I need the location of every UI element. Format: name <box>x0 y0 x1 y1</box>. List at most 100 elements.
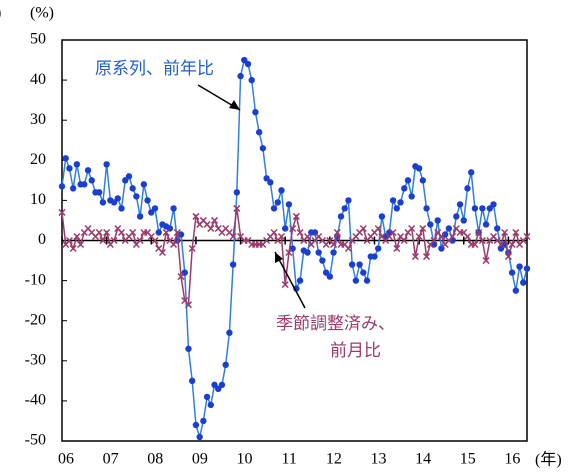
marker <box>148 209 155 216</box>
marker <box>494 225 501 232</box>
marker <box>69 244 77 253</box>
marker <box>189 377 196 385</box>
marker <box>103 228 111 237</box>
marker <box>229 261 237 268</box>
marker <box>322 269 330 276</box>
marker <box>173 228 181 237</box>
marker <box>520 279 527 286</box>
marker <box>129 185 136 192</box>
y-tick-label: 20 <box>30 151 46 168</box>
y-tick-label: 40 <box>30 71 46 88</box>
y-tick-label: -20 <box>25 311 46 328</box>
marker <box>296 228 304 237</box>
marker <box>423 205 430 212</box>
marker <box>200 417 207 425</box>
marker <box>133 193 140 200</box>
marker <box>285 201 293 208</box>
marker <box>359 224 367 233</box>
marker <box>360 269 367 276</box>
marker <box>96 189 103 196</box>
marker <box>88 177 95 184</box>
marker <box>411 253 419 261</box>
x-tick-label: 16 <box>504 451 520 468</box>
marker <box>103 161 110 168</box>
x-tick-label: 15 <box>460 451 476 468</box>
marker <box>58 183 66 190</box>
marker <box>244 60 252 68</box>
marker <box>277 232 286 241</box>
marker <box>356 261 363 268</box>
marker <box>490 201 497 208</box>
marker <box>69 185 77 192</box>
marker <box>419 177 427 184</box>
marker <box>456 201 464 208</box>
marker <box>285 248 293 257</box>
marker <box>274 199 281 206</box>
marker <box>501 228 509 237</box>
marker <box>84 167 92 174</box>
y-tick-label: -30 <box>25 351 46 368</box>
marker <box>333 228 341 237</box>
y-tick-label: 10 <box>30 191 46 208</box>
marker <box>401 185 408 192</box>
marker <box>252 108 259 116</box>
marker <box>99 236 107 245</box>
marker <box>423 253 431 261</box>
marker <box>177 273 185 281</box>
marker <box>471 240 479 249</box>
marker <box>482 221 490 228</box>
y-tick-label: 50 <box>30 31 46 48</box>
marker <box>62 155 69 162</box>
marker <box>144 197 151 204</box>
y-tick-label: 30 <box>30 111 46 128</box>
marker <box>330 249 337 256</box>
marker <box>241 56 248 64</box>
marker <box>319 257 326 264</box>
marker <box>114 195 122 202</box>
marker <box>218 381 226 389</box>
marker <box>196 433 203 441</box>
marker <box>289 224 297 233</box>
marker <box>151 236 159 245</box>
marker <box>136 213 144 220</box>
marker <box>177 231 185 238</box>
marker <box>460 217 467 224</box>
marker <box>408 193 415 200</box>
x-label: (年) <box>535 451 562 469</box>
marker <box>170 205 177 212</box>
marker <box>233 204 241 212</box>
marker <box>464 185 471 192</box>
marker <box>188 244 196 253</box>
marker <box>162 228 170 237</box>
x-tick-label: 06 <box>58 451 74 468</box>
marker <box>140 181 148 188</box>
marker <box>151 205 159 212</box>
marker <box>504 253 512 261</box>
y-tick-label: -40 <box>25 392 46 409</box>
marker <box>430 236 438 245</box>
x-tick-label: 14 <box>415 451 431 468</box>
marker <box>337 213 345 220</box>
marker <box>77 240 85 249</box>
marker <box>486 205 493 212</box>
marker <box>304 249 311 256</box>
x-tick-label: 11 <box>281 451 296 468</box>
marker <box>463 232 472 241</box>
marker <box>404 177 412 184</box>
x-tick-label: 08 <box>147 451 163 468</box>
marker <box>345 197 352 204</box>
marker <box>237 72 244 80</box>
marker <box>508 240 516 249</box>
marker <box>73 232 81 241</box>
marker <box>211 381 218 389</box>
x-tick-label: 10 <box>237 451 253 468</box>
marker <box>73 161 81 168</box>
marker <box>296 277 304 284</box>
marker <box>210 216 219 224</box>
marker <box>292 212 300 220</box>
marker <box>185 345 192 352</box>
marker <box>233 189 241 196</box>
marker <box>184 301 193 309</box>
marker <box>99 199 107 206</box>
marker <box>437 232 445 241</box>
